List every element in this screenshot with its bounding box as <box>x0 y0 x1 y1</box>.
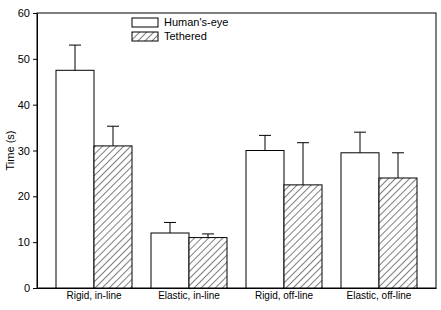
legend-label: Tethered <box>164 30 207 42</box>
error-stem <box>113 126 114 146</box>
bar <box>56 70 94 288</box>
y-axis: 0 10 20 30 40 50 60 <box>18 7 38 294</box>
plot: 0 10 20 30 40 50 60 Rigid, in-line Elastic, in-l… <box>18 7 437 301</box>
x-tick: Rigid, off-line <box>255 288 314 301</box>
chart: 0 10 20 30 40 50 60 Rigid, in-line Elastic, in-l… <box>0 0 441 310</box>
error-bar <box>297 143 309 185</box>
error-cap <box>164 222 176 223</box>
y-tick: 30 <box>18 145 37 157</box>
y-tick-label: 20 <box>18 190 30 202</box>
y-tick-mark <box>33 196 37 197</box>
y-tick-label: 30 <box>18 145 30 157</box>
y-tick-mark <box>33 13 37 14</box>
y-tick: 0 <box>24 282 37 294</box>
y-tick: 60 <box>18 7 37 19</box>
x-axis: Rigid, in-line Elastic, in-line Rigid, off… <box>38 288 437 301</box>
legend-swatch <box>132 32 158 41</box>
error-bar <box>392 153 404 178</box>
x-tick-label: Elastic, in-line <box>158 290 220 301</box>
error-bar <box>164 222 176 233</box>
error-bar <box>107 126 119 146</box>
y-tick-label: 10 <box>18 236 30 248</box>
plot-frame <box>37 13 436 288</box>
y-tick-mark <box>33 151 37 152</box>
legend-label: Human's-eye <box>164 16 228 28</box>
error-cap <box>202 233 214 234</box>
error-stem <box>170 222 171 233</box>
error-bar <box>202 234 214 238</box>
y-tick-mark <box>33 242 37 243</box>
y-tick: 40 <box>18 99 37 111</box>
bars <box>56 45 417 288</box>
error-bar <box>354 132 366 153</box>
legend-entry: Human's-eye <box>132 16 228 28</box>
x-tick-label: Rigid, in-line <box>66 290 121 301</box>
x-axis-line <box>38 288 437 289</box>
legend-entry: Tethered <box>132 30 207 42</box>
error-cap <box>107 126 119 127</box>
y-tick: 10 <box>18 236 37 248</box>
y-tick-label: 0 <box>24 282 30 294</box>
bar <box>246 151 284 289</box>
error-stem <box>360 132 361 153</box>
error-cap <box>297 142 309 143</box>
bar <box>94 146 132 288</box>
legend-swatch <box>132 18 158 27</box>
y-axis-line <box>33 14 38 289</box>
legend: Human's-eye Tethered <box>132 16 228 42</box>
error-cap <box>259 135 271 136</box>
bar <box>151 233 189 288</box>
y-tick-label: 60 <box>18 7 30 19</box>
bar <box>341 153 379 288</box>
error-cap <box>69 45 81 46</box>
y-tick: 20 <box>18 190 37 202</box>
error-cap <box>392 152 404 153</box>
y-tick-mark <box>33 105 37 106</box>
error-cap <box>354 132 366 133</box>
y-tick-mark <box>33 288 37 289</box>
y-tick-mark <box>33 59 37 60</box>
error-stem <box>398 153 399 178</box>
bar <box>379 178 417 288</box>
y-tick-label: 50 <box>18 53 30 65</box>
error-stem <box>303 143 304 185</box>
x-tick: Rigid, in-line <box>66 288 121 301</box>
error-bar <box>69 45 81 70</box>
bar <box>189 238 227 288</box>
y-axis-title: Time (s) <box>4 131 16 171</box>
x-tick-label: Rigid, off-line <box>255 290 314 301</box>
error-stem <box>265 135 266 150</box>
x-tick-label: Elastic, off-line <box>347 290 412 301</box>
bar <box>284 185 322 288</box>
y-tick: 50 <box>18 53 37 65</box>
error-stem <box>208 234 209 238</box>
error-bar <box>259 135 271 150</box>
x-tick: Elastic, off-line <box>347 288 412 301</box>
y-tick-label: 40 <box>18 99 30 111</box>
x-tick: Elastic, in-line <box>158 288 220 301</box>
error-stem <box>75 45 76 70</box>
